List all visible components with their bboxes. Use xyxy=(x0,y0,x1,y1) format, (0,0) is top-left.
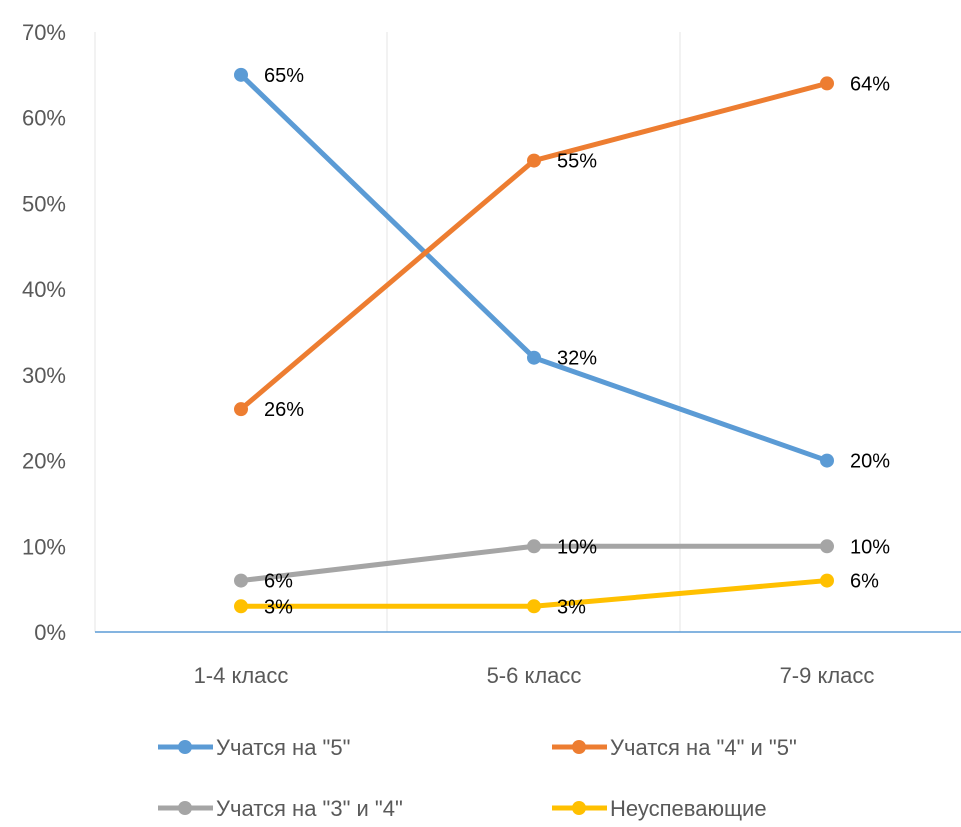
y-tick-label: 40% xyxy=(22,277,66,302)
data-point xyxy=(820,76,834,91)
series-group xyxy=(234,67,834,614)
legend-label: Учатся на "3" и "4" xyxy=(216,796,403,821)
y-tick-label: 60% xyxy=(22,106,66,131)
data-label: 6% xyxy=(264,571,293,593)
data-label: 6% xyxy=(850,571,879,593)
y-tick-label: 20% xyxy=(22,449,66,474)
legend-marker xyxy=(572,801,586,815)
data-point xyxy=(527,539,541,554)
legend-marker xyxy=(178,740,192,754)
data-point xyxy=(820,573,834,588)
legend-item: Учатся на "4" и "5" xyxy=(552,735,797,760)
data-label: 10% xyxy=(557,536,597,558)
legend-label: Неуспевающие xyxy=(610,796,767,821)
y-tick-label: 0% xyxy=(34,620,66,645)
legend-label: Учатся на "5" xyxy=(216,735,350,760)
data-label: 10% xyxy=(850,536,890,558)
data-label: 55% xyxy=(557,151,597,173)
data-label: 64% xyxy=(850,73,890,95)
data-point xyxy=(234,67,248,82)
y-tick-label: 50% xyxy=(22,191,66,216)
gridlines xyxy=(94,32,681,632)
series-line-0 xyxy=(238,72,830,464)
data-point xyxy=(234,573,248,588)
legend: Учатся на "5" Учатся на "4" и "5" Учатся н… xyxy=(158,735,797,821)
data-point xyxy=(527,350,541,365)
y-axis: 0% 10% 20% 30% 40% 50% 60% 70% xyxy=(22,20,66,645)
data-label: 65% xyxy=(264,65,304,87)
y-tick-label: 70% xyxy=(22,20,66,45)
data-label: 3% xyxy=(557,596,586,618)
data-point xyxy=(234,402,248,417)
data-labels: 65% 32% 20% 26% 55% 64% 6% 10% 10% 3% 3% 6% xyxy=(264,65,890,618)
data-label: 20% xyxy=(850,451,890,473)
y-tick-label: 10% xyxy=(22,534,66,559)
legend-item: Учатся на "5" xyxy=(158,735,350,760)
legend-marker xyxy=(178,801,192,815)
data-label: 32% xyxy=(557,348,597,370)
legend-item: Учатся на "3" и "4" xyxy=(158,796,403,821)
legend-item: Неуспевающие xyxy=(552,796,767,821)
legend-marker xyxy=(572,740,586,754)
data-label: 26% xyxy=(264,399,304,421)
x-tick-label: 5-6 класс xyxy=(487,663,582,688)
data-point xyxy=(234,599,248,614)
x-axis: 1-4 класс 5-6 класс 7-9 класс xyxy=(194,663,875,688)
legend-label: Учатся на "4" и "5" xyxy=(610,735,797,760)
x-tick-label: 1-4 класс xyxy=(194,663,289,688)
data-point xyxy=(527,599,541,614)
data-point xyxy=(820,453,834,468)
data-point xyxy=(820,539,834,554)
data-label: 3% xyxy=(264,596,293,618)
x-tick-label: 7-9 класс xyxy=(780,663,875,688)
data-point xyxy=(527,153,541,168)
y-tick-label: 30% xyxy=(22,363,66,388)
